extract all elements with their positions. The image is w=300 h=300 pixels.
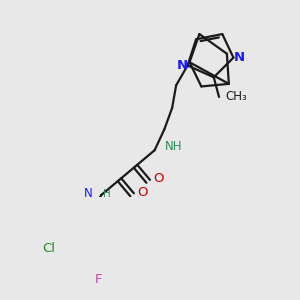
Text: NH: NH [165, 140, 183, 154]
Text: O: O [137, 186, 148, 199]
Text: F: F [94, 274, 102, 286]
Text: Cl: Cl [42, 242, 55, 255]
Text: N: N [83, 187, 92, 200]
Text: H: H [103, 189, 110, 199]
Text: CH₃: CH₃ [226, 90, 247, 104]
Text: O: O [153, 172, 164, 185]
Text: N: N [177, 59, 188, 72]
Text: N: N [234, 51, 245, 64]
